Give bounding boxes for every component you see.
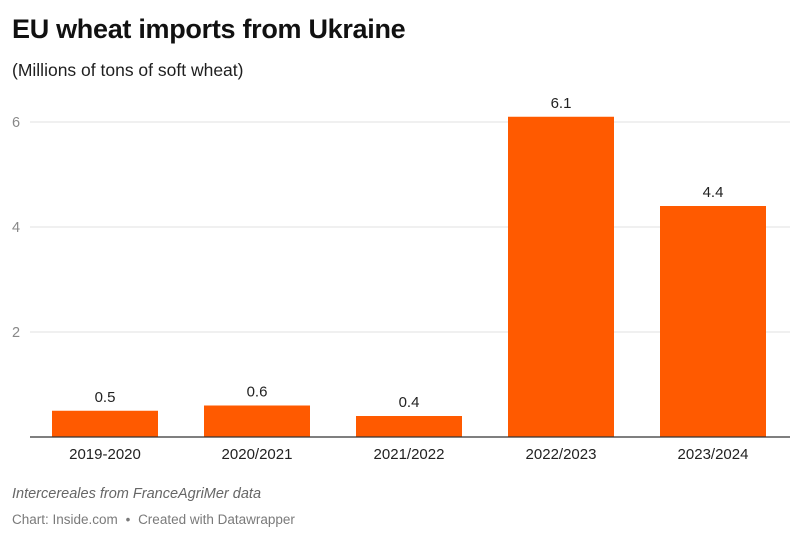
chart-subtitle: (Millions of tons of soft wheat) bbox=[12, 60, 244, 80]
data-label: 4.4 bbox=[703, 184, 724, 201]
bar-2023/2024 bbox=[660, 206, 766, 437]
y-tick-label: 2 bbox=[12, 325, 20, 341]
bar-2019-2020 bbox=[52, 410, 158, 437]
chart-source: Intercereales from FranceAgriMer data bbox=[12, 486, 262, 502]
bar-2020/2021 bbox=[204, 405, 310, 437]
x-tick-label: 2023/2024 bbox=[678, 446, 749, 463]
data-label: 6.1 bbox=[551, 95, 572, 112]
x-tick-label: 2022/2023 bbox=[526, 446, 597, 463]
byline-separator: • bbox=[125, 512, 131, 527]
chart-byline: Chart: Inside.com • Created with Datawra… bbox=[12, 512, 295, 527]
x-tick-label: 2019-2020 bbox=[69, 446, 141, 463]
data-label: 0.4 bbox=[399, 394, 420, 411]
bar-2021/2022 bbox=[356, 416, 462, 437]
y-tick-label: 6 bbox=[12, 115, 20, 131]
created-with: Created with Datawrapper bbox=[138, 512, 295, 527]
x-tick-label: 2021/2022 bbox=[374, 446, 445, 463]
chart-title: EU wheat imports from Ukraine bbox=[12, 14, 406, 44]
data-label: 0.6 bbox=[247, 384, 268, 401]
bar-chart: 2 4 6 0.5 2019-2020 0.6 2020/2021 0.4 2021/2022 6… bbox=[12, 95, 790, 463]
data-label: 0.5 bbox=[95, 389, 116, 406]
bar-2022/2023 bbox=[508, 116, 614, 437]
x-tick-label: 2020/2021 bbox=[222, 446, 293, 463]
chart-credit: Chart: Inside.com bbox=[12, 512, 118, 527]
y-tick-label: 4 bbox=[12, 220, 20, 236]
